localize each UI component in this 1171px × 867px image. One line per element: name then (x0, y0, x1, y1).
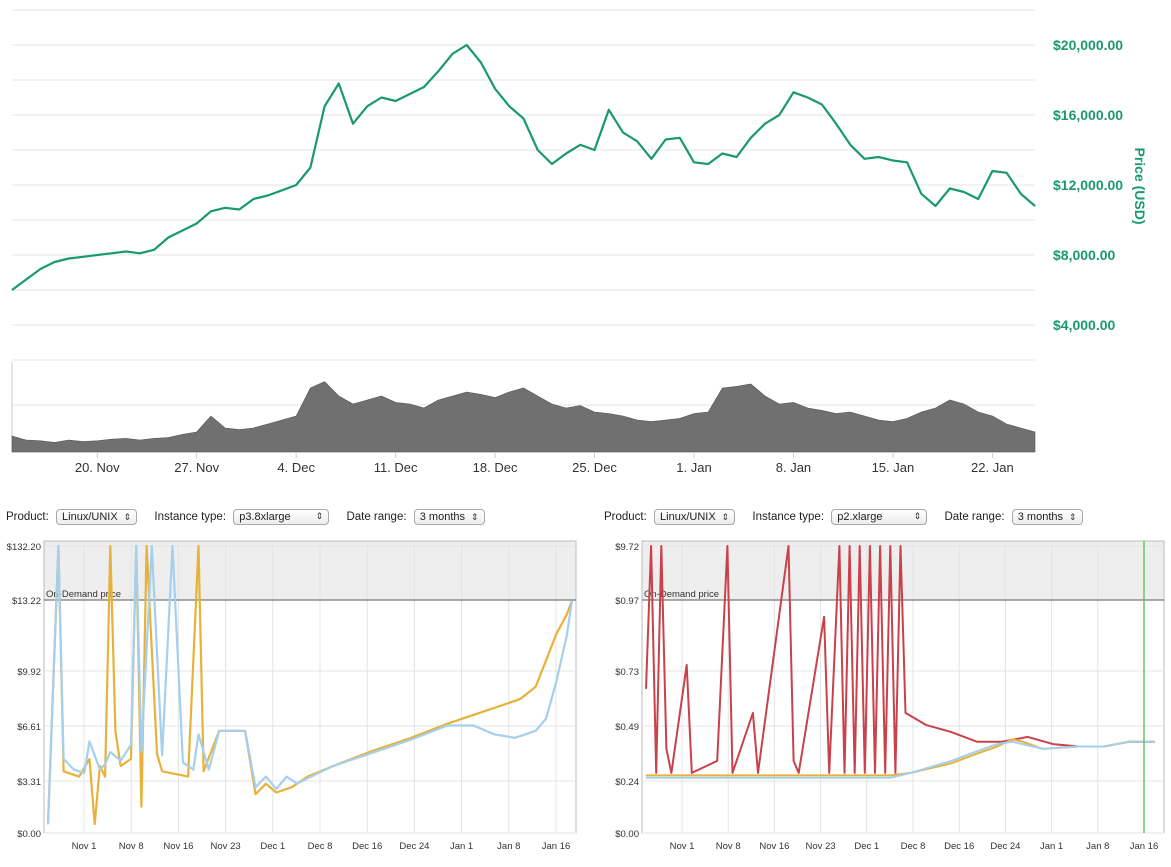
date-range-select[interactable]: 3 months ⇕ (1011, 509, 1083, 525)
y-tick-label: $6.61 (17, 722, 41, 733)
x-tick-label: 20. Nov (75, 460, 120, 475)
x-tick-label: Dec 1 (854, 841, 879, 852)
spot-price-series-line (645, 545, 1155, 774)
x-tick-label: 27. Nov (174, 460, 219, 475)
date-axis-ticks: 20. Nov 27. Nov 4. Dec 11. Dec 18. Dec 25. De… (75, 452, 1014, 475)
y-tick-label: $9.72 (615, 542, 639, 553)
x-tick-label: Dec 1 (260, 841, 285, 852)
x-tick-label: 11. Dec (374, 460, 418, 475)
y-tick-label: $3.31 (17, 777, 41, 788)
above-on-demand-region (44, 541, 576, 600)
x-tick-label: Nov 1 (72, 841, 97, 852)
updown-icon: ⇕ (913, 511, 922, 521)
product-select[interactable]: Linux/UNIX ⇕ (56, 509, 138, 525)
y-tick-label: $0.24 (615, 777, 639, 788)
x-tick-label: Jan 16 (1130, 841, 1159, 852)
x-tick-label: Nov 1 (670, 841, 695, 852)
y-tick-label: $132.20 (7, 542, 41, 553)
instance-type-select[interactable]: p3.8xlarge ⇕ (233, 509, 330, 525)
y-tick-label: $0.49 (615, 722, 639, 733)
product-label: Product: (6, 511, 49, 523)
x-tick-label: Jan 16 (542, 841, 571, 852)
x-tick-label: 25. Dec (572, 460, 617, 475)
y-tick-label: $9.92 (17, 667, 41, 678)
instance-type-select[interactable]: p2.xlarge ⇕ (831, 509, 928, 525)
updown-icon: ⇕ (315, 511, 324, 521)
date-range-value: 3 months (1017, 511, 1063, 523)
y-tick-label: $12,000.00 (1053, 177, 1123, 193)
updown-icon: ⇕ (123, 512, 132, 522)
x-tick-label: Jan 1 (450, 841, 473, 852)
volume-area-fill (11, 381, 1036, 453)
price-axis-ticks: $4,000.00 $8,000.00 $12,000.00 $16,000.00 $2… (1053, 37, 1123, 333)
x-tick-label: Nov 16 (759, 841, 789, 852)
x-tick-label: Dec 24 (399, 841, 429, 852)
y-tick-label: $4,000.00 (1053, 317, 1115, 333)
y-tick-label: $0.97 (615, 596, 639, 607)
bitcoin-price-chart: $4,000.00 $8,000.00 $12,000.00 $16,000.00 $2… (11, 9, 1148, 475)
y-tick-label: $13.22 (12, 596, 41, 607)
instance-type-label: Instance type: (154, 511, 227, 523)
x-tick-label: Nov 23 (806, 841, 836, 852)
price-line (11, 43, 1036, 291)
price-axis-label: Price (USD) (1132, 147, 1148, 224)
x-tick-label: Dec 8 (308, 841, 333, 852)
above-on-demand-region (642, 541, 1164, 600)
x-tick-label: 18. Dec (473, 460, 518, 475)
price-series-line (11, 43, 1036, 291)
price-gridlines (11, 9, 1035, 453)
x-tick-label: Nov 8 (716, 841, 741, 852)
date-range-select[interactable]: 3 months ⇕ (413, 509, 485, 525)
y-tick-label: $0.73 (615, 667, 639, 678)
spot-price-series-line (646, 738, 1155, 777)
spot-price-series-line (646, 740, 1155, 779)
x-tick-label: Jan 8 (1086, 841, 1109, 852)
x-tick-label: Dec 16 (944, 841, 974, 852)
x-tick-label: Nov 8 (119, 841, 144, 852)
updown-icon: ⇕ (471, 512, 479, 522)
product-select[interactable]: Linux/UNIX ⇕ (654, 509, 736, 525)
y-tick-label: $0.00 (17, 829, 41, 840)
y-tick-label: $16,000.00 (1053, 107, 1123, 123)
x-tick-label: 15. Jan (872, 460, 915, 475)
x-tick-label: 22. Jan (971, 460, 1014, 475)
x-tick-label: 1. Jan (676, 460, 711, 475)
spot-price-chart-p3: Nov 1 Nov 8 Nov 16 Nov 23 Dec 1 Dec 8 Dec 16 De… (7, 540, 577, 852)
controls-row: Product: Linux/UNIX ⇕ Instance type: p2.x… (604, 509, 1097, 525)
on-demand-price-label: On-Demand price (46, 589, 121, 600)
y-tick-label: $0.00 (615, 829, 639, 840)
x-tick-label: 8. Jan (776, 460, 811, 475)
spot-price-series-line (46, 544, 574, 825)
updown-icon: ⇕ (1069, 512, 1077, 522)
instance-type-label: Instance type: (752, 511, 825, 523)
y-tick-label: $20,000.00 (1053, 37, 1123, 53)
date-range-label: Date range: (944, 511, 1005, 523)
product-label: Product: (604, 511, 647, 523)
x-tick-label: Dec 24 (990, 841, 1020, 852)
volume-area (11, 381, 1036, 453)
x-tick-label: Jan 1 (1040, 841, 1063, 852)
y-tick-label: $8,000.00 (1053, 247, 1115, 263)
instance-type-value: p3.8xlarge (239, 511, 291, 523)
on-demand-price-label: On-Demand price (644, 589, 719, 600)
x-tick-label: Dec 8 (901, 841, 926, 852)
instance-type-value: p2.xlarge (837, 511, 883, 523)
date-range-value: 3 months (419, 511, 465, 523)
spot-price-chart-p2: Nov 1 Nov 8 Nov 16 Nov 23 Dec 1 Dec 8 Dec 16 De… (615, 540, 1165, 852)
updown-icon: ⇕ (721, 512, 730, 522)
x-tick-label: Nov 23 (211, 841, 241, 852)
x-tick-label: Jan 8 (497, 841, 520, 852)
x-tick-label: Dec 16 (352, 841, 382, 852)
x-tick-label: Nov 16 (163, 841, 193, 852)
controls-row: Product: Linux/UNIX ⇕ Instance type: p3.8… (6, 509, 499, 525)
product-value: Linux/UNIX (62, 511, 118, 523)
product-value: Linux/UNIX (660, 511, 716, 523)
date-range-label: Date range: (346, 511, 407, 523)
x-tick-label: 4. Dec (277, 460, 315, 475)
